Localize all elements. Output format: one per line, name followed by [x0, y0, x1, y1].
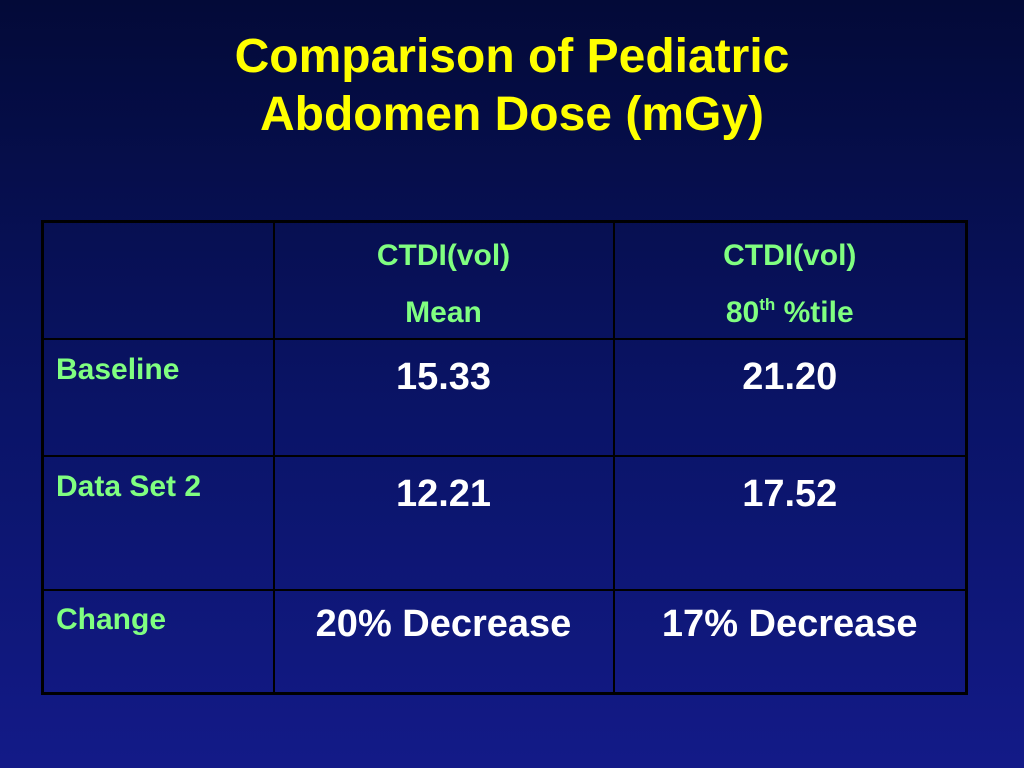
column-header-line-1: CTDI(vol)	[376, 239, 511, 272]
table-row: Baseline 15.33 21.20	[41, 338, 968, 457]
column-header-line-2: Mean	[405, 296, 482, 329]
table-corner-cell	[41, 220, 275, 340]
row-label-data-set-2: Data Set 2	[41, 455, 275, 591]
column-header-line-2: 80th %tile	[725, 295, 854, 329]
slide-title: Comparison of Pediatric Abdomen Dose (mG…	[0, 28, 1024, 144]
cell-change-mean: 20% Decrease	[272, 589, 615, 695]
column-header-line-1: CTDI(vol)	[723, 239, 857, 272]
column-header-ctdi-mean: CTDI(vol) Mean	[272, 220, 615, 340]
row-label-baseline: Baseline	[41, 338, 275, 457]
table-row: Data Set 2 12.21 17.52	[41, 455, 968, 591]
slide-title-line-2: Abdomen Dose (mGy)	[259, 88, 765, 141]
cell-data-set-2-mean: 12.21	[272, 455, 615, 591]
cell-data-set-2-80th: 17.52	[612, 455, 968, 591]
column-header-ctdi-80th: CTDI(vol) 80th %tile	[612, 220, 968, 340]
slide-title-line-1: Comparison of Pediatric	[234, 30, 790, 83]
cell-baseline-mean: 15.33	[272, 338, 615, 457]
superscript-th: th	[759, 295, 776, 314]
table-header-row: CTDI(vol) Mean CTDI(vol) 80th %tile	[41, 220, 968, 340]
dose-comparison-table: CTDI(vol) Mean CTDI(vol) 80th %tile Base…	[41, 220, 968, 695]
cell-baseline-80th: 21.20	[612, 338, 968, 457]
table-row: Change 20% Decrease 17% Decrease	[41, 589, 968, 695]
row-label-change: Change	[41, 589, 275, 695]
cell-change-80th: 17% Decrease	[612, 589, 968, 695]
